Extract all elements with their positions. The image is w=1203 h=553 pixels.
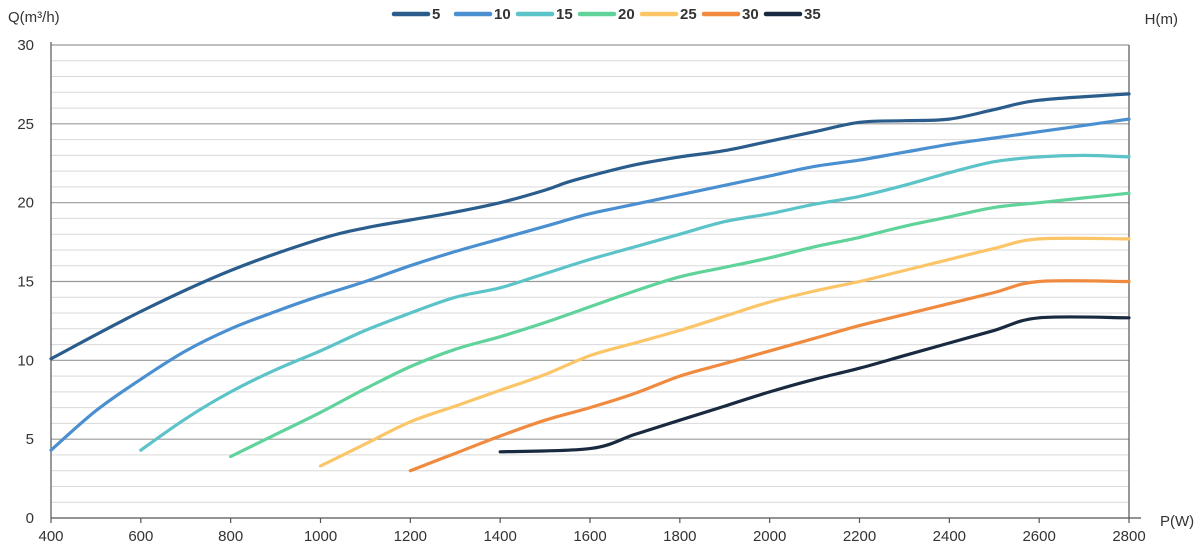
series-lines: [49, 92, 1131, 473]
series-line-10: [49, 117, 1131, 452]
legend-label: 20: [618, 6, 635, 23]
y-tick-label: 5: [26, 431, 34, 448]
x-axis-label: P(W): [1160, 513, 1194, 530]
y-tick-label: 15: [17, 274, 34, 291]
series-line-35: [498, 315, 1131, 454]
x-tick-label: 2400: [933, 528, 966, 545]
x-tick-label: 2800: [1112, 528, 1145, 545]
legend-label: 15: [556, 6, 573, 23]
series-line-15: [139, 153, 1131, 452]
x-tick-label: 2200: [843, 528, 876, 545]
legend: 5 10 15 20 25 30 35: [391, 6, 821, 23]
x-tick-label: 2000: [753, 528, 786, 545]
y-tick-label: 25: [17, 116, 34, 133]
tick-labels: 0 5 10 15 20 25 30 400 600 800 1000 1200 1400 1600 180…: [17, 37, 1145, 545]
x-tick-label: 1400: [483, 528, 516, 545]
major-gridlines: [51, 44, 1129, 440]
series-line-5: [49, 92, 1131, 361]
y-tick-label: 0: [26, 510, 34, 527]
y-tick-label: 20: [17, 195, 34, 212]
x-tick-label: 400: [38, 528, 63, 545]
legend-label: 10: [494, 6, 511, 23]
x-tick-label: 1600: [573, 528, 606, 545]
x-tick-label: 800: [218, 528, 243, 545]
y-axis-label: Q(m³/h): [8, 9, 60, 26]
x-tick-label: 1800: [663, 528, 696, 545]
x-tick-label: 1200: [394, 528, 427, 545]
series-line-25: [318, 236, 1131, 468]
x-tick-label: 2600: [1022, 528, 1055, 545]
series-line-30: [408, 279, 1131, 473]
x-tick-label: 1000: [304, 528, 337, 545]
legend-label: 30: [742, 6, 759, 23]
x-tick-label: 600: [128, 528, 153, 545]
legend-title: H(m): [1145, 11, 1178, 28]
series-line-20: [229, 191, 1131, 459]
legend-label: 35: [804, 6, 821, 23]
minor-gridlines: [51, 60, 1129, 503]
y-tick-label: 30: [17, 37, 34, 54]
legend-label: 25: [680, 6, 697, 23]
legend-label: 5: [432, 6, 440, 23]
y-tick-label: 10: [17, 352, 34, 369]
